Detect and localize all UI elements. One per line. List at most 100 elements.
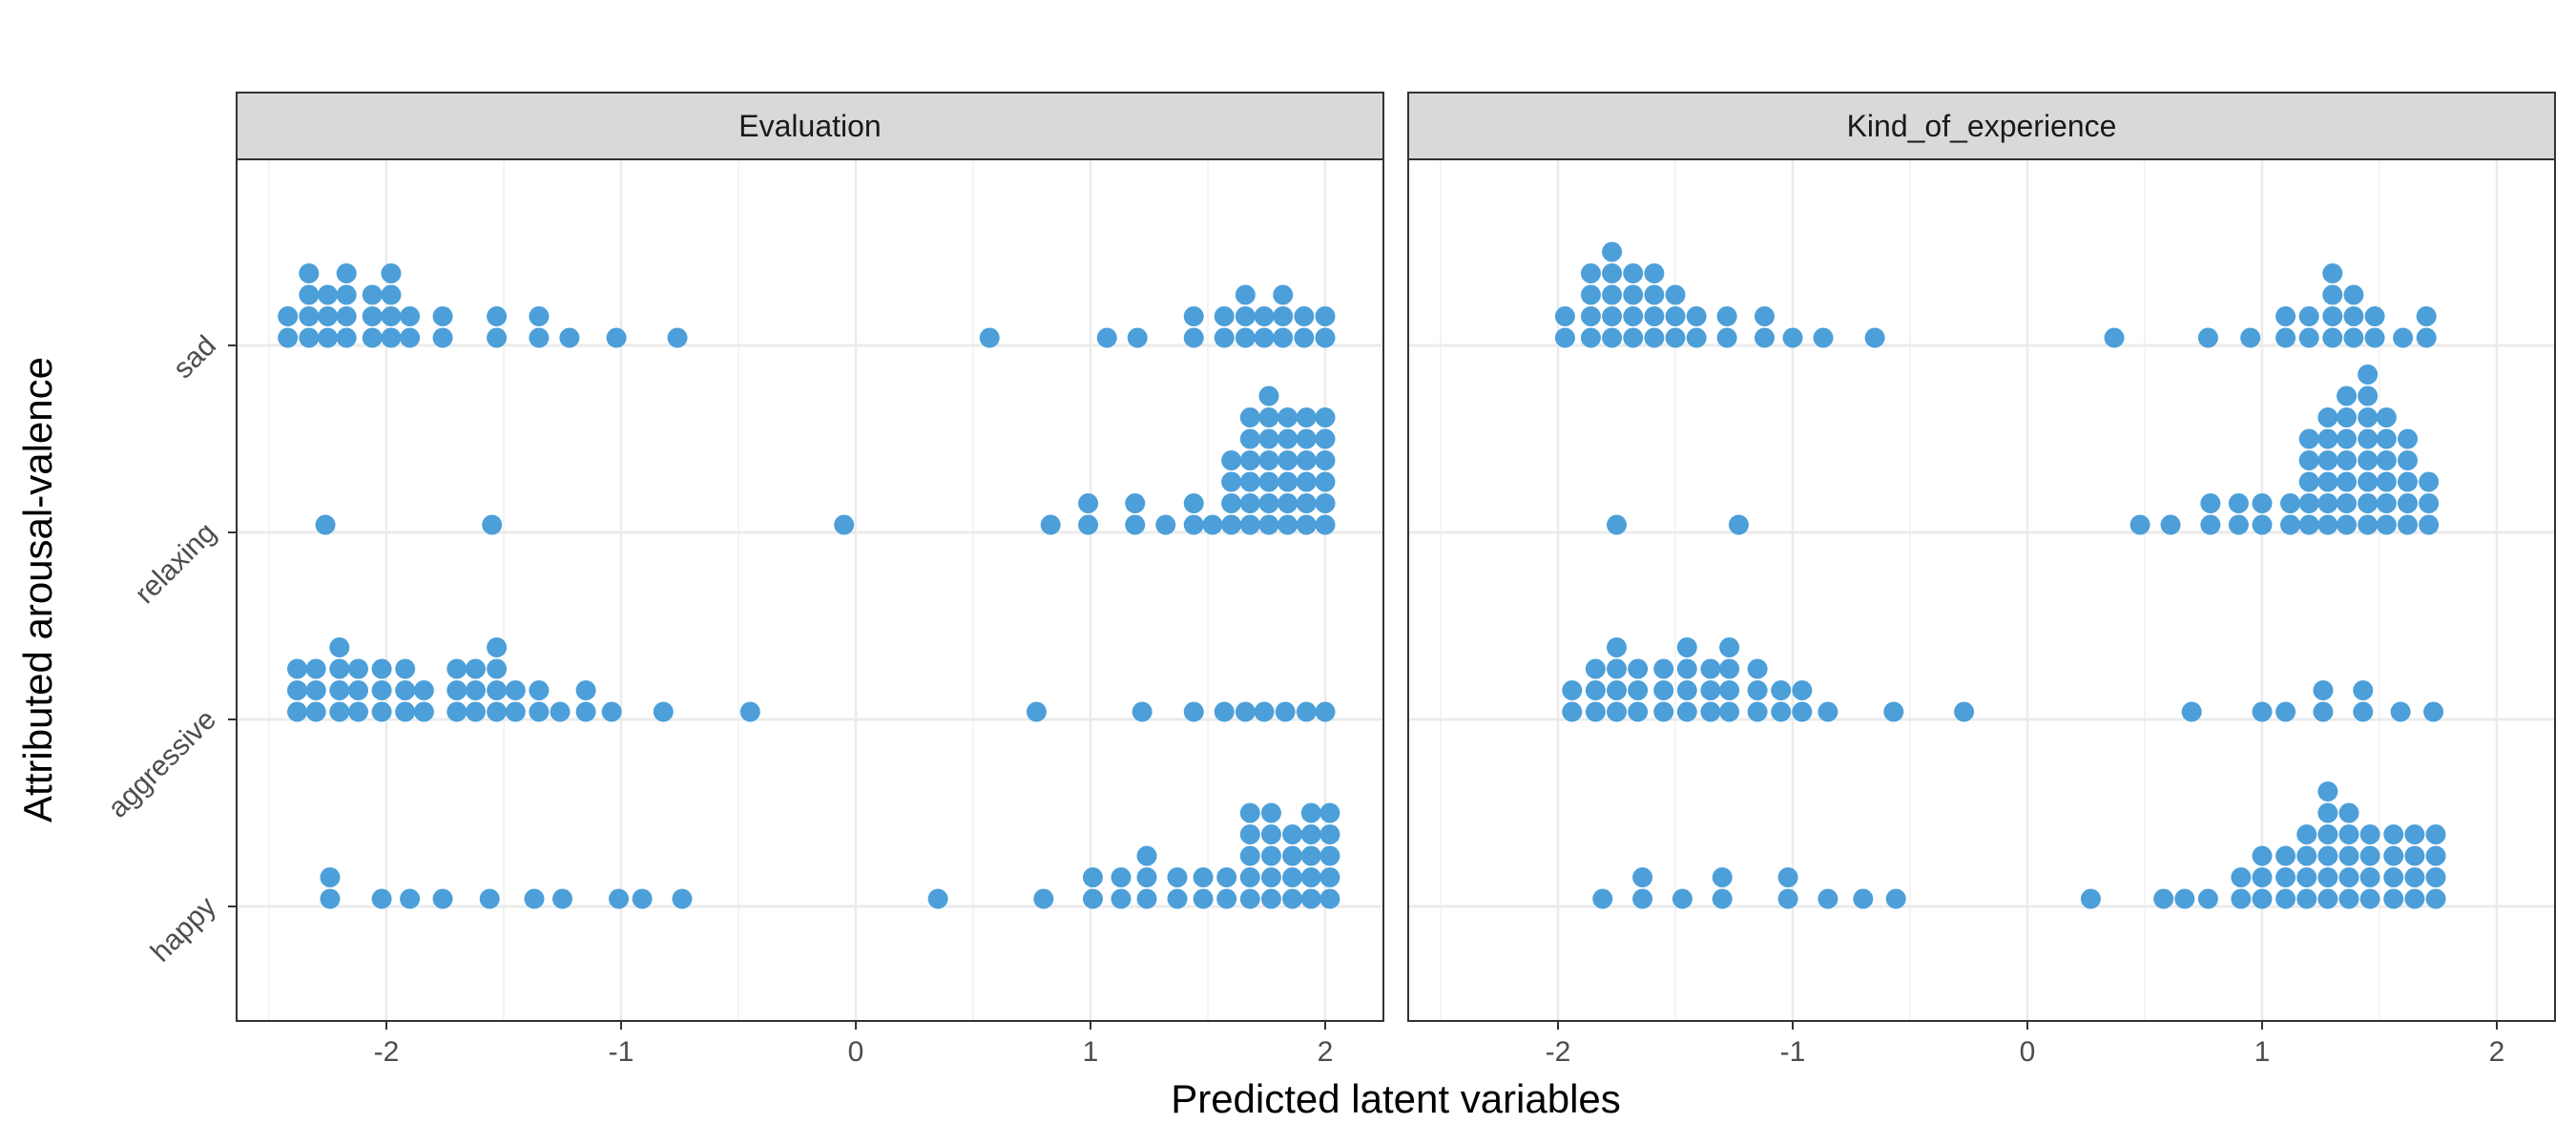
- data-point: [1602, 327, 1623, 348]
- data-point: [1216, 867, 1237, 887]
- data-point: [1235, 701, 1256, 722]
- data-point: [1078, 493, 1099, 513]
- data-point: [1033, 888, 1054, 909]
- data-point: [2296, 824, 2317, 844]
- data-point: [529, 680, 550, 700]
- data-point: [1214, 306, 1235, 326]
- data-point: [2364, 327, 2385, 348]
- data-point: [2358, 385, 2379, 406]
- data-point: [1777, 888, 1798, 909]
- data-point: [1125, 514, 1146, 535]
- data-point: [2197, 888, 2218, 909]
- data-point: [278, 306, 299, 326]
- data-point: [1111, 888, 1132, 909]
- data-point: [1818, 888, 1839, 909]
- data-point: [395, 701, 416, 722]
- data-point: [395, 658, 416, 679]
- data-point: [2104, 327, 2125, 348]
- data-point: [1239, 428, 1260, 449]
- data-point: [2322, 306, 2343, 326]
- data-point: [1644, 284, 1665, 305]
- data-point: [1275, 701, 1296, 722]
- data-point: [1628, 680, 1649, 700]
- data-point: [632, 888, 653, 909]
- data-point: [1239, 493, 1260, 513]
- data-point: [465, 680, 486, 700]
- data-point: [2416, 306, 2437, 326]
- data-point: [2317, 450, 2338, 470]
- data-point: [1818, 701, 1839, 722]
- data-point: [336, 306, 357, 326]
- data-point: [1300, 888, 1321, 909]
- data-point: [529, 701, 550, 722]
- x-tick-label: 1: [1083, 1036, 1099, 1068]
- data-point: [1296, 407, 1317, 427]
- data-point: [1258, 428, 1279, 449]
- data-point: [2404, 824, 2425, 844]
- data-point: [1864, 327, 1885, 348]
- data-point: [487, 680, 508, 700]
- data-point: [465, 701, 486, 722]
- data-point: [1278, 493, 1298, 513]
- data-point: [1554, 327, 1575, 348]
- data-point: [1315, 407, 1336, 427]
- data-point: [1602, 241, 1623, 262]
- data-point: [465, 658, 486, 679]
- data-point: [2390, 701, 2411, 722]
- data-point: [2231, 888, 2252, 909]
- data-point: [1214, 327, 1235, 348]
- data-point: [336, 327, 357, 348]
- data-point: [1278, 450, 1298, 470]
- data-point: [2337, 428, 2358, 449]
- data-point: [1296, 471, 1317, 492]
- data-point: [1300, 867, 1321, 887]
- data-point: [1239, 471, 1260, 492]
- data-point: [432, 327, 453, 348]
- data-point: [1258, 385, 1279, 406]
- data-point: [432, 888, 453, 909]
- data-point: [2338, 867, 2359, 887]
- data-point: [1258, 450, 1279, 470]
- data-point: [278, 327, 299, 348]
- data-point: [1254, 327, 1275, 348]
- data-point: [1580, 263, 1601, 283]
- data-point: [1653, 680, 1674, 700]
- data-point: [1319, 824, 1340, 844]
- data-point: [1235, 284, 1256, 305]
- data-point: [1136, 888, 1157, 909]
- data-point: [305, 658, 326, 679]
- data-point: [1296, 514, 1317, 535]
- panel-background: [1408, 159, 2555, 1021]
- data-point: [1623, 327, 1644, 348]
- data-point: [2404, 867, 2425, 887]
- data-point: [1296, 493, 1317, 513]
- data-point: [552, 888, 572, 909]
- data-point: [2338, 888, 2359, 909]
- x-tick-label: 0: [848, 1036, 864, 1068]
- data-point: [2383, 867, 2404, 887]
- data-point: [487, 327, 508, 348]
- data-point: [1754, 306, 1775, 326]
- data-point: [1632, 867, 1653, 887]
- data-point: [2353, 701, 2374, 722]
- data-point: [1580, 327, 1601, 348]
- data-point: [1315, 471, 1336, 492]
- data-point: [329, 658, 350, 679]
- data-point: [336, 284, 357, 305]
- data-point: [320, 867, 341, 887]
- data-point: [2252, 867, 2273, 887]
- data-point: [2296, 888, 2317, 909]
- data-point: [1771, 680, 1792, 700]
- data-point: [299, 263, 320, 283]
- data-point: [315, 514, 336, 535]
- data-point: [1127, 327, 1148, 348]
- data-point: [1719, 701, 1740, 722]
- data-point: [1771, 701, 1792, 722]
- data-point: [2419, 471, 2440, 492]
- data-point: [1644, 263, 1665, 283]
- data-point: [2080, 888, 2101, 909]
- data-point: [1273, 306, 1294, 326]
- data-point: [1853, 888, 1874, 909]
- data-point: [1676, 658, 1697, 679]
- data-point: [287, 658, 308, 679]
